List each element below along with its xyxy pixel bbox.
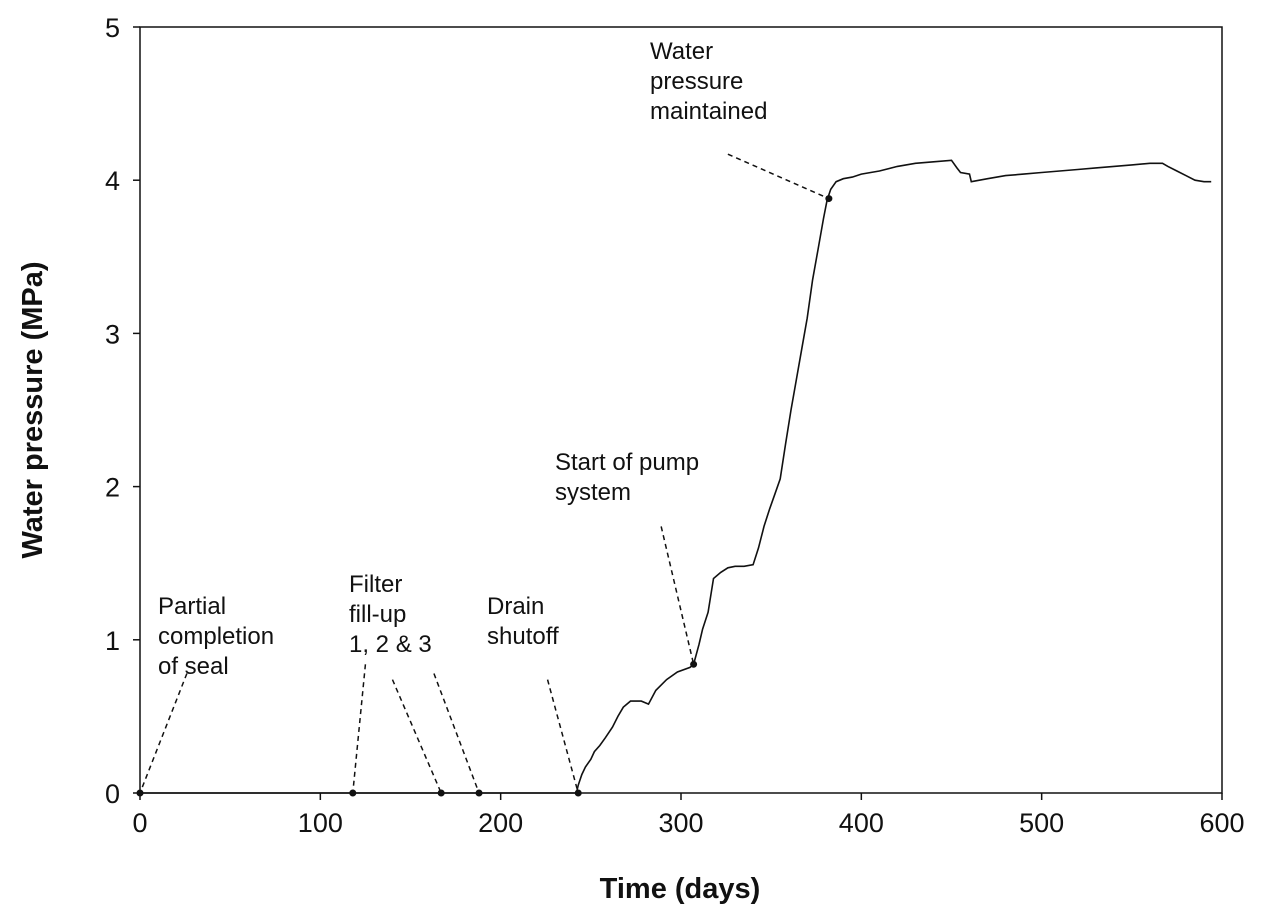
annotation-leader <box>433 673 480 794</box>
annotation-text: pressure <box>650 68 743 95</box>
annotation-text: of seal <box>158 653 229 680</box>
annotation-text: completion <box>158 623 274 650</box>
y-tick-label: 4 <box>105 166 120 196</box>
y-tick-label: 0 <box>105 779 120 809</box>
y-tick-label: 3 <box>105 319 120 349</box>
event-marker <box>437 789 445 797</box>
annotation-text: Partial <box>158 593 226 620</box>
annotation-leader <box>352 664 367 794</box>
annotation-leader <box>660 526 695 665</box>
x-axis-title: Time (days) <box>600 873 761 905</box>
x-tick-label: 400 <box>839 808 884 838</box>
x-tick-label: 0 <box>132 808 147 838</box>
annotation-text: Start of pump <box>555 449 699 476</box>
water-pressure-line <box>140 159 1212 794</box>
annotation-leader <box>139 673 188 794</box>
event-marker <box>574 789 582 797</box>
event-marker <box>825 195 833 203</box>
annotation-text: fill-up <box>349 601 406 628</box>
annotation-text: Drain <box>487 593 544 620</box>
event-markers <box>136 195 833 797</box>
annotation-text: shutoff <box>487 623 559 650</box>
x-tick-label: 500 <box>1019 808 1064 838</box>
annotation-leader <box>727 153 830 200</box>
x-tick-label: 300 <box>658 808 703 838</box>
x-tick-label: 200 <box>478 808 523 838</box>
event-marker <box>136 789 144 797</box>
x-tick-label: 100 <box>298 808 343 838</box>
plot-area-frame <box>139 26 1223 794</box>
annotation-text: Filter <box>349 571 402 598</box>
y-tick-label: 5 <box>105 13 120 43</box>
annotation-leader <box>546 679 579 794</box>
annotations: Partial completion of seal Filter fill-up 1, … <box>139 38 830 794</box>
event-marker <box>475 789 483 797</box>
y-tick-label: 2 <box>105 473 120 503</box>
annotation-leader <box>391 679 442 794</box>
annotation-text: Water <box>650 38 713 65</box>
y-axis-title: Water pressure (MPa) <box>17 261 49 558</box>
annotation-text: 1, 2 & 3 <box>349 631 432 658</box>
annotation-text: maintained <box>650 98 767 125</box>
y-tick-label: 1 <box>105 626 120 656</box>
event-marker <box>349 789 357 797</box>
x-tick-label: 600 <box>1199 808 1244 838</box>
annotation-text: system <box>555 479 631 506</box>
axis-ticks: 0 100 200 300 400 500 600 0 1 2 3 4 5 <box>105 13 1245 838</box>
event-marker <box>690 660 698 668</box>
